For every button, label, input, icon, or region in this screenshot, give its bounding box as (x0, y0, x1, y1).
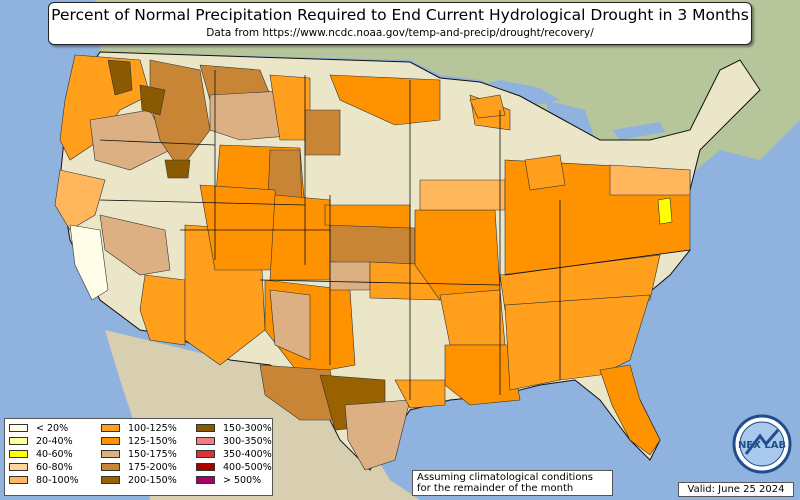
legend-label: 40-60% (36, 448, 73, 460)
region-or-interior (89, 109, 171, 171)
region-idaho-dark (139, 84, 166, 116)
region-ca-north (54, 169, 106, 231)
legend-label: 150-175% (128, 448, 177, 460)
legend-item: 150-300% (196, 422, 272, 434)
legend-label: 20-40% (36, 435, 73, 447)
region-ca-valley (69, 224, 109, 301)
legend-label: 80-100% (36, 474, 79, 486)
legend-swatch (196, 437, 215, 445)
region-minnesota (329, 74, 441, 126)
map-title: Percent of Normal Precipitation Required… (51, 6, 749, 24)
legend-label: < 20% (36, 422, 69, 434)
region-tx-west (259, 364, 341, 421)
legend-item: 200-150% (101, 474, 177, 486)
legend-item: 40-60% (9, 448, 79, 460)
legend-label: 60-80% (36, 461, 73, 473)
valid-date: Valid: June 25 2024 (678, 482, 794, 497)
legend-item: < 20% (9, 422, 79, 434)
region-louisiana (444, 344, 521, 406)
region-florida (599, 364, 661, 456)
region-ca-south (139, 274, 186, 346)
legend-item: 400-500% (196, 461, 272, 473)
logo-text: NEX LAB (738, 440, 786, 451)
legend-label: 175-200% (128, 461, 177, 473)
legend-swatch (101, 476, 120, 484)
legend-label: 100-125% (128, 422, 177, 434)
legend-label: 200-150% (128, 474, 177, 486)
nex-lab-logo: NEX LAB (732, 414, 792, 474)
legend-item: 300-350% (196, 435, 272, 447)
region-nebraska (324, 204, 411, 229)
region-nm-tan (269, 289, 311, 361)
legend-label: > 500% (223, 474, 262, 486)
region-nd-sd-west (304, 109, 341, 156)
state-borders (99, 70, 691, 400)
legend-swatch (9, 476, 28, 484)
region-tennessee (499, 254, 661, 311)
legend-swatch (196, 476, 215, 484)
region-wa-dark (107, 59, 133, 96)
legend-swatch (9, 450, 28, 458)
legend-label: 350-400% (223, 448, 272, 460)
legend-swatch (196, 463, 215, 471)
legend-label: 300-350% (223, 435, 272, 447)
legend-swatch (9, 437, 28, 445)
region-arkansas (439, 289, 506, 346)
legend-item: 150-175% (101, 448, 177, 460)
legend-column-3: 150-300% 300-350% 350-400% 400-500% > 50… (196, 422, 272, 487)
legend-swatch (101, 450, 120, 458)
note-line-2: for the remainder of the month (417, 483, 574, 494)
legend-item: 175-200% (101, 461, 177, 473)
legend-item: > 500% (196, 474, 272, 486)
legend-item: 125-150% (101, 435, 177, 447)
region-colorado (269, 194, 331, 281)
legend-swatch (9, 424, 28, 432)
legend-item: 60-80% (9, 461, 79, 473)
legend-label: 400-500% (223, 461, 272, 473)
legend-swatch (101, 437, 120, 445)
drought-regions (54, 54, 691, 471)
legend-item: 20-40% (9, 435, 79, 447)
legend-swatch (196, 424, 215, 432)
region-kansas-light (329, 261, 371, 291)
legend: < 20% 20-40% 40-60% 60-80% 80-100% 100-1… (4, 418, 273, 496)
title-panel: Percent of Normal Precipitation Required… (48, 2, 752, 45)
assumption-note: Assuming climatological conditions for t… (412, 470, 613, 496)
legend-label: 125-150% (128, 435, 177, 447)
region-deep-south (504, 294, 651, 391)
legend-label: 150-300% (223, 422, 272, 434)
region-pennsylvania (609, 164, 691, 196)
legend-column-2: 100-125% 125-150% 150-175% 175-200% 200-… (101, 422, 177, 487)
legend-column-1: < 20% 20-40% 40-60% 60-80% 80-100% (9, 422, 79, 487)
legend-swatch (9, 463, 28, 471)
legend-item: 350-400% (196, 448, 272, 460)
region-iowa-illinois (419, 179, 506, 211)
legend-swatch (101, 424, 120, 432)
legend-swatch (196, 450, 215, 458)
note-line-1: Assuming climatological conditions (417, 472, 593, 483)
region-delmarva (657, 197, 673, 225)
legend-swatch (101, 463, 120, 471)
region-tx-east (394, 379, 446, 409)
region-tx-south (344, 399, 411, 471)
region-michigan-up (469, 94, 506, 119)
region-kansas (329, 224, 416, 266)
region-idaho-south (164, 159, 191, 179)
region-nv (99, 214, 171, 276)
map-subtitle: Data from https://www.ncdc.noaa.gov/temp… (206, 27, 594, 39)
legend-item: 100-125% (101, 422, 177, 434)
lake-ontario (612, 122, 665, 140)
region-michigan-lp (524, 154, 566, 191)
legend-item: 80-100% (9, 474, 79, 486)
